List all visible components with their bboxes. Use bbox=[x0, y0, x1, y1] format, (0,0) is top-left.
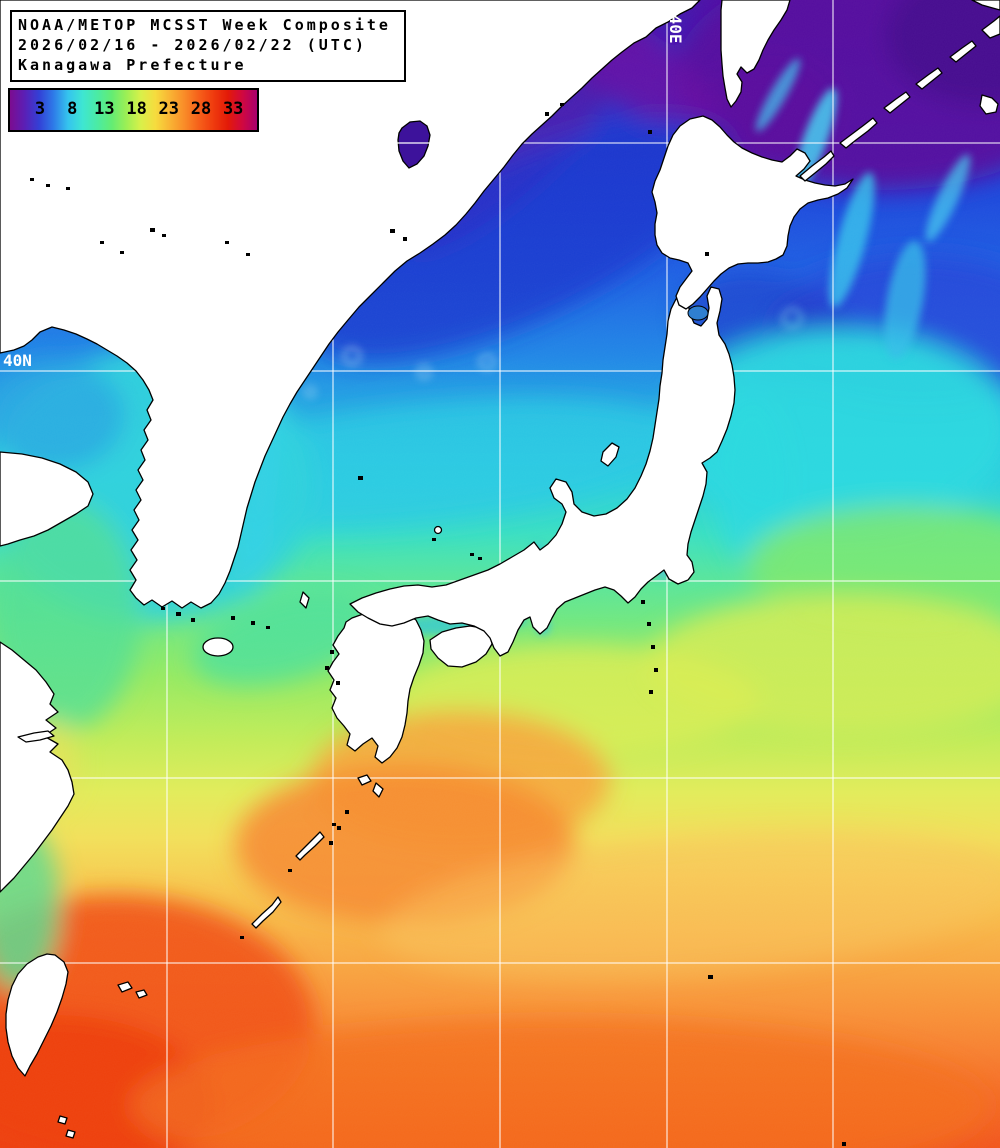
land-china-coast bbox=[0, 641, 75, 893]
grid-label-latitude: 40N bbox=[3, 351, 32, 370]
land-sakhalin bbox=[720, 0, 791, 108]
title-box: NOAA/METOP MCSST Week Composite 2026/02/… bbox=[10, 10, 406, 82]
land-shandong-peninsula bbox=[0, 451, 94, 547]
land-kuril-kunashiri bbox=[799, 150, 835, 182]
coastal-bays bbox=[397, 120, 709, 321]
mutsu-bay bbox=[687, 305, 709, 321]
colorbar-gradient: 3 8 13 18 23 28 33 bbox=[10, 90, 257, 130]
land-kuril-edge-island bbox=[979, 94, 999, 115]
land-kuril-4 bbox=[915, 67, 943, 90]
land-miyako bbox=[117, 981, 133, 993]
land-hegura-islet bbox=[433, 525, 443, 535]
land-taiwan bbox=[5, 953, 69, 1077]
land-kuril-iturup bbox=[839, 117, 878, 149]
land-shikoku bbox=[429, 625, 493, 668]
land-hokkaido bbox=[651, 115, 854, 310]
title-region: Kanagawa Prefecture bbox=[18, 56, 247, 74]
title-product: NOAA/METOP MCSST Week Composite bbox=[18, 16, 391, 34]
colorbar: 3 8 13 18 23 28 33 bbox=[8, 88, 259, 132]
land-topright-cap bbox=[971, 0, 1000, 11]
colorbar-tick: 8 bbox=[67, 99, 78, 119]
land-kuril-urup bbox=[883, 91, 911, 114]
land-amami bbox=[295, 831, 325, 861]
land-jeju-island bbox=[202, 637, 234, 657]
colorbar-tick: 18 bbox=[126, 99, 147, 119]
land-tanegashima bbox=[372, 782, 384, 798]
land-ishigaki bbox=[135, 989, 148, 999]
title-date-range: 2026/02/16 - 2026/02/22 (UTC) bbox=[18, 36, 367, 54]
land-eurasia-russia-korea bbox=[0, 0, 701, 609]
land-kyushu bbox=[327, 609, 425, 764]
colorbar-tick: 13 bbox=[94, 99, 115, 119]
colorbar-tick: 28 bbox=[190, 99, 212, 119]
colorbar-tick: 3 bbox=[34, 99, 46, 119]
colorbar-tick: 23 bbox=[158, 99, 180, 119]
land-okinawa bbox=[251, 896, 282, 929]
land-yangtze-islet bbox=[17, 730, 55, 743]
peter-the-great-bay bbox=[397, 120, 431, 169]
land-tsushima bbox=[299, 591, 310, 609]
land-honshu bbox=[349, 286, 736, 657]
land-kuril-5 bbox=[949, 40, 977, 63]
land-southwest-islet-1 bbox=[57, 1115, 68, 1125]
grid-label-longitude: 140E bbox=[666, 5, 685, 44]
island-specks bbox=[30, 103, 846, 1146]
land-sado-island bbox=[600, 442, 620, 467]
land-kuril-corner bbox=[981, 15, 1000, 39]
land-southwest-islet-2 bbox=[65, 1129, 76, 1139]
land-yakushima bbox=[357, 774, 372, 786]
colorbar-tick: 33 bbox=[222, 99, 244, 119]
